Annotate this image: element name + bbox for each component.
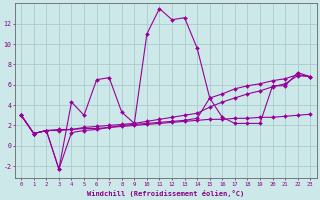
X-axis label: Windchill (Refroidissement éolien,°C): Windchill (Refroidissement éolien,°C) <box>87 190 244 197</box>
